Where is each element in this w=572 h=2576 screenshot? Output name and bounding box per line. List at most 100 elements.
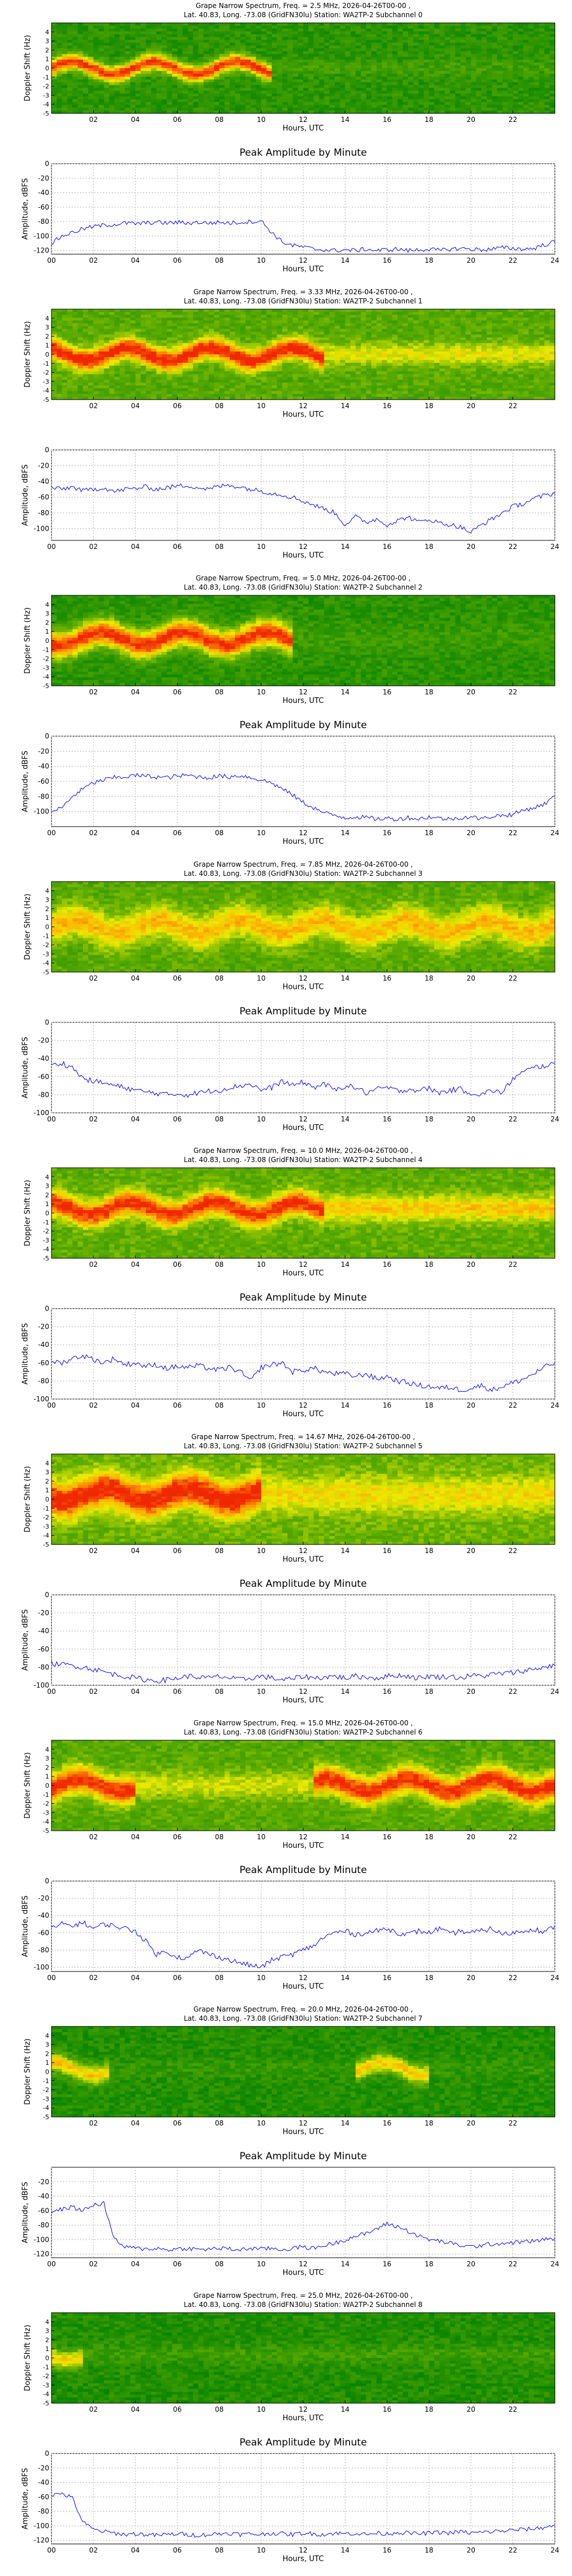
spectrogram-cell [198,394,204,397]
spectrogram-cell [229,90,236,94]
spectrogram-cell [235,309,241,313]
spectrogram-cell [303,326,309,330]
spectrogram-cell [266,57,272,60]
spectrogram-cell [193,397,199,400]
spectrogram-cell [229,48,236,52]
spectrogram-cell [93,79,100,83]
spectrogram-cell [376,60,383,63]
spectrogram-cell [120,385,125,389]
spectrogram-cell [350,102,356,105]
spectrogram-cell [229,65,236,69]
spectrogram-cell [93,54,100,57]
spectrogram-cell [329,331,335,335]
spectrogram-cell [324,374,330,378]
y-tick-label: -4 [43,101,49,108]
spectrogram-cell [513,82,519,86]
spectrogram-cell [88,68,94,72]
spectrogram-cell [57,331,62,335]
spectrogram-cell [83,382,89,386]
spectrogram-cell [256,359,262,364]
spectrogram-cell [140,371,146,375]
spectrogram-cell [355,79,362,83]
spectrogram-cell [272,76,277,80]
spectrogram-cell [209,48,214,52]
spectrogram-cell [256,385,262,389]
spectrogram-cell [319,51,325,54]
spectrogram-cell [172,374,178,378]
spectrogram-cell [156,51,162,54]
spectrogram-cell [319,368,325,372]
spectrogram-cell [120,362,125,366]
spectrogram-cell [245,359,251,364]
spectrogram-cell [403,88,408,92]
spectrogram-cell [140,110,146,114]
spectrogram-cell [203,76,209,80]
spectrogram-cell [335,48,340,52]
spectrogram-cell [161,311,168,315]
spectrogram-cell [245,309,251,313]
spectrogram-cell [303,362,309,366]
spectrogram-cell [434,110,440,114]
spectrogram-cell [529,82,534,86]
spectrogram-cell [324,73,330,77]
spectrogram-cell [266,337,272,341]
spectrogram-cell [387,96,393,100]
spectrogram-cell [172,68,178,72]
spectrogram-cell [104,317,110,321]
spectrogram-cell [177,93,183,97]
spectrogram-cell [135,93,141,97]
spectrogram-cell [324,57,330,60]
spectrogram-cell [507,25,514,29]
spectrogram-cell [109,326,115,330]
spectrogram-cell [335,354,340,358]
spectrogram-cell [455,73,461,77]
spectrogram-cell [177,362,183,366]
spectrogram-cell [77,331,84,335]
spectrogram-cell [172,48,178,52]
spectrogram-cell [161,351,168,355]
spectrogram-cell [518,39,524,44]
spectrogram-cell [251,351,257,355]
spectrogram-cell [345,351,351,355]
spectrogram-cell [245,102,251,105]
spectrogram-cell [198,365,204,369]
spectrogram-cell [403,76,408,80]
spectrogram-cell [161,359,168,364]
spectrogram-cell [98,309,105,313]
spectrogram-cell [172,357,178,361]
spectrogram-cell [340,309,345,313]
spectrogram-cell [529,108,534,111]
spectrogram-cell [313,105,320,108]
spectrogram-cell [549,28,555,32]
spectrogram-cell [188,110,194,114]
y-tick-label: -100 [34,232,49,240]
spectrogram-cell [518,57,524,60]
spectrogram-cell [549,88,555,92]
spectrogram-cell [198,351,204,355]
spectrogram-cell [272,337,277,341]
spectrogram-cell [497,54,503,57]
spectrogram-cell [303,380,309,383]
spectrogram-cell [476,90,482,94]
spectrogram-cell [418,90,424,94]
spectrogram-cell [292,110,299,114]
spectrogram-cell [245,88,251,92]
spectrogram-cell [62,102,68,105]
spectrogram-cell [203,368,209,372]
spectrogram-cell [146,45,152,49]
spectrogram-cell [57,62,62,66]
spectrogram-cell [544,96,550,100]
chart-panel-0: Grape Narrow Spectrum, Freq. = 2.5 MHz, … [23,2,555,133]
spectrogram-cell [161,82,168,86]
spectrogram-cell [450,37,456,41]
spectrogram-cell [219,331,225,335]
spectrogram-cell [502,62,509,66]
spectrogram-cell [229,397,236,400]
spectrogram-cell [209,28,214,32]
spectrogram-cell [486,96,492,100]
spectrogram-cell [104,351,110,355]
spectrogram-cell [297,329,304,333]
spectrogram-cell [549,25,555,29]
spectrogram-cell [98,371,105,375]
spectrogram-cell [497,79,503,83]
